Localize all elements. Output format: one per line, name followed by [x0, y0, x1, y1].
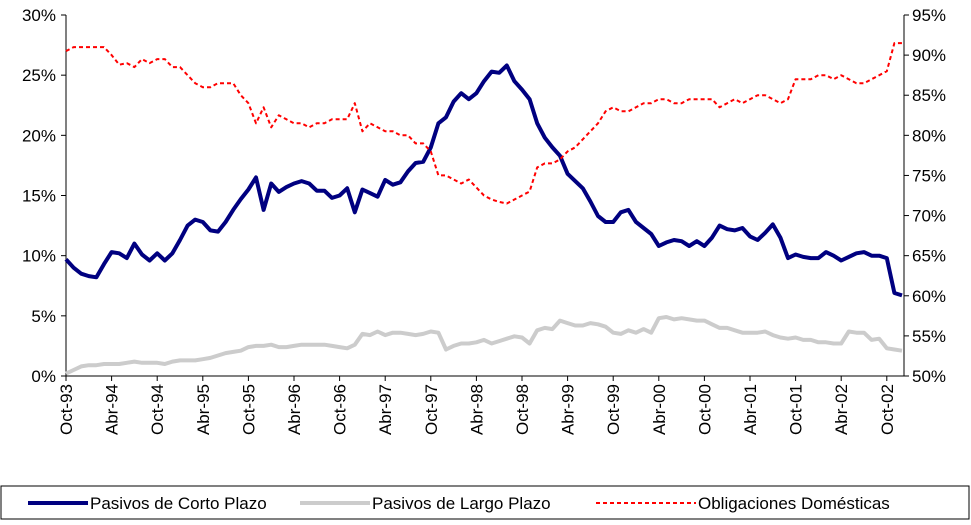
x-tick-label: Oct-95	[239, 384, 258, 435]
series-line	[64, 63, 903, 298]
y-tick-label: 25%	[22, 66, 56, 85]
y-tick-label: 30%	[22, 6, 56, 25]
x-tick-label: Abr-97	[376, 384, 395, 435]
x-tick-label: Abr-95	[194, 384, 213, 435]
x-tick-label: Abr-99	[559, 384, 578, 435]
x-tick-label: Oct-99	[604, 384, 623, 435]
x-tick-label: Oct-96	[331, 384, 350, 435]
y2-tick-label: 85%	[912, 86, 946, 105]
series-line	[65, 315, 903, 376]
x-tick-label: Oct-94	[148, 384, 167, 435]
x-tick-label: Oct-93	[57, 384, 76, 435]
x-tick-label: Oct-97	[422, 384, 441, 435]
y2-tick-label: 70%	[912, 207, 946, 226]
y2-tick-label: 65%	[912, 247, 946, 266]
x-tick-label: Oct-00	[695, 384, 714, 435]
x-tick-label: Oct-98	[513, 384, 532, 435]
y2-tick-label: 80%	[912, 126, 946, 145]
y2-tick-label: 55%	[912, 327, 946, 346]
y2-tick-label: 90%	[912, 46, 946, 65]
x-tick-label: Oct-01	[787, 384, 806, 435]
y-tick-label: 10%	[22, 247, 56, 266]
y-tick-label: 15%	[22, 187, 56, 206]
x-tick-label: Abr-98	[467, 384, 486, 435]
y2-tick-label: 95%	[912, 6, 946, 25]
y2-tick-label: 60%	[912, 287, 946, 306]
y-tick-label: 20%	[22, 126, 56, 145]
x-tick-label: Abr-94	[103, 384, 122, 435]
x-tick-label: Abr-01	[741, 384, 760, 435]
x-tick-label: Abr-02	[832, 384, 851, 435]
series-line	[65, 42, 902, 205]
x-tick-label: Abr-00	[650, 384, 669, 435]
x-tick-label: Oct-02	[878, 384, 897, 435]
x-tick-label: Abr-96	[285, 384, 304, 435]
legend-label: Pasivos de Largo Plazo	[372, 494, 551, 513]
legend-label: Pasivos de Corto Plazo	[90, 494, 267, 513]
y-tick-label: 5%	[31, 307, 56, 326]
legend-label: Obligaciones Domésticas	[698, 494, 890, 513]
y2-tick-label: 50%	[912, 367, 946, 386]
legend-box	[0, 485, 970, 520]
y2-tick-label: 75%	[912, 166, 946, 185]
y-tick-label: 0%	[31, 367, 56, 386]
